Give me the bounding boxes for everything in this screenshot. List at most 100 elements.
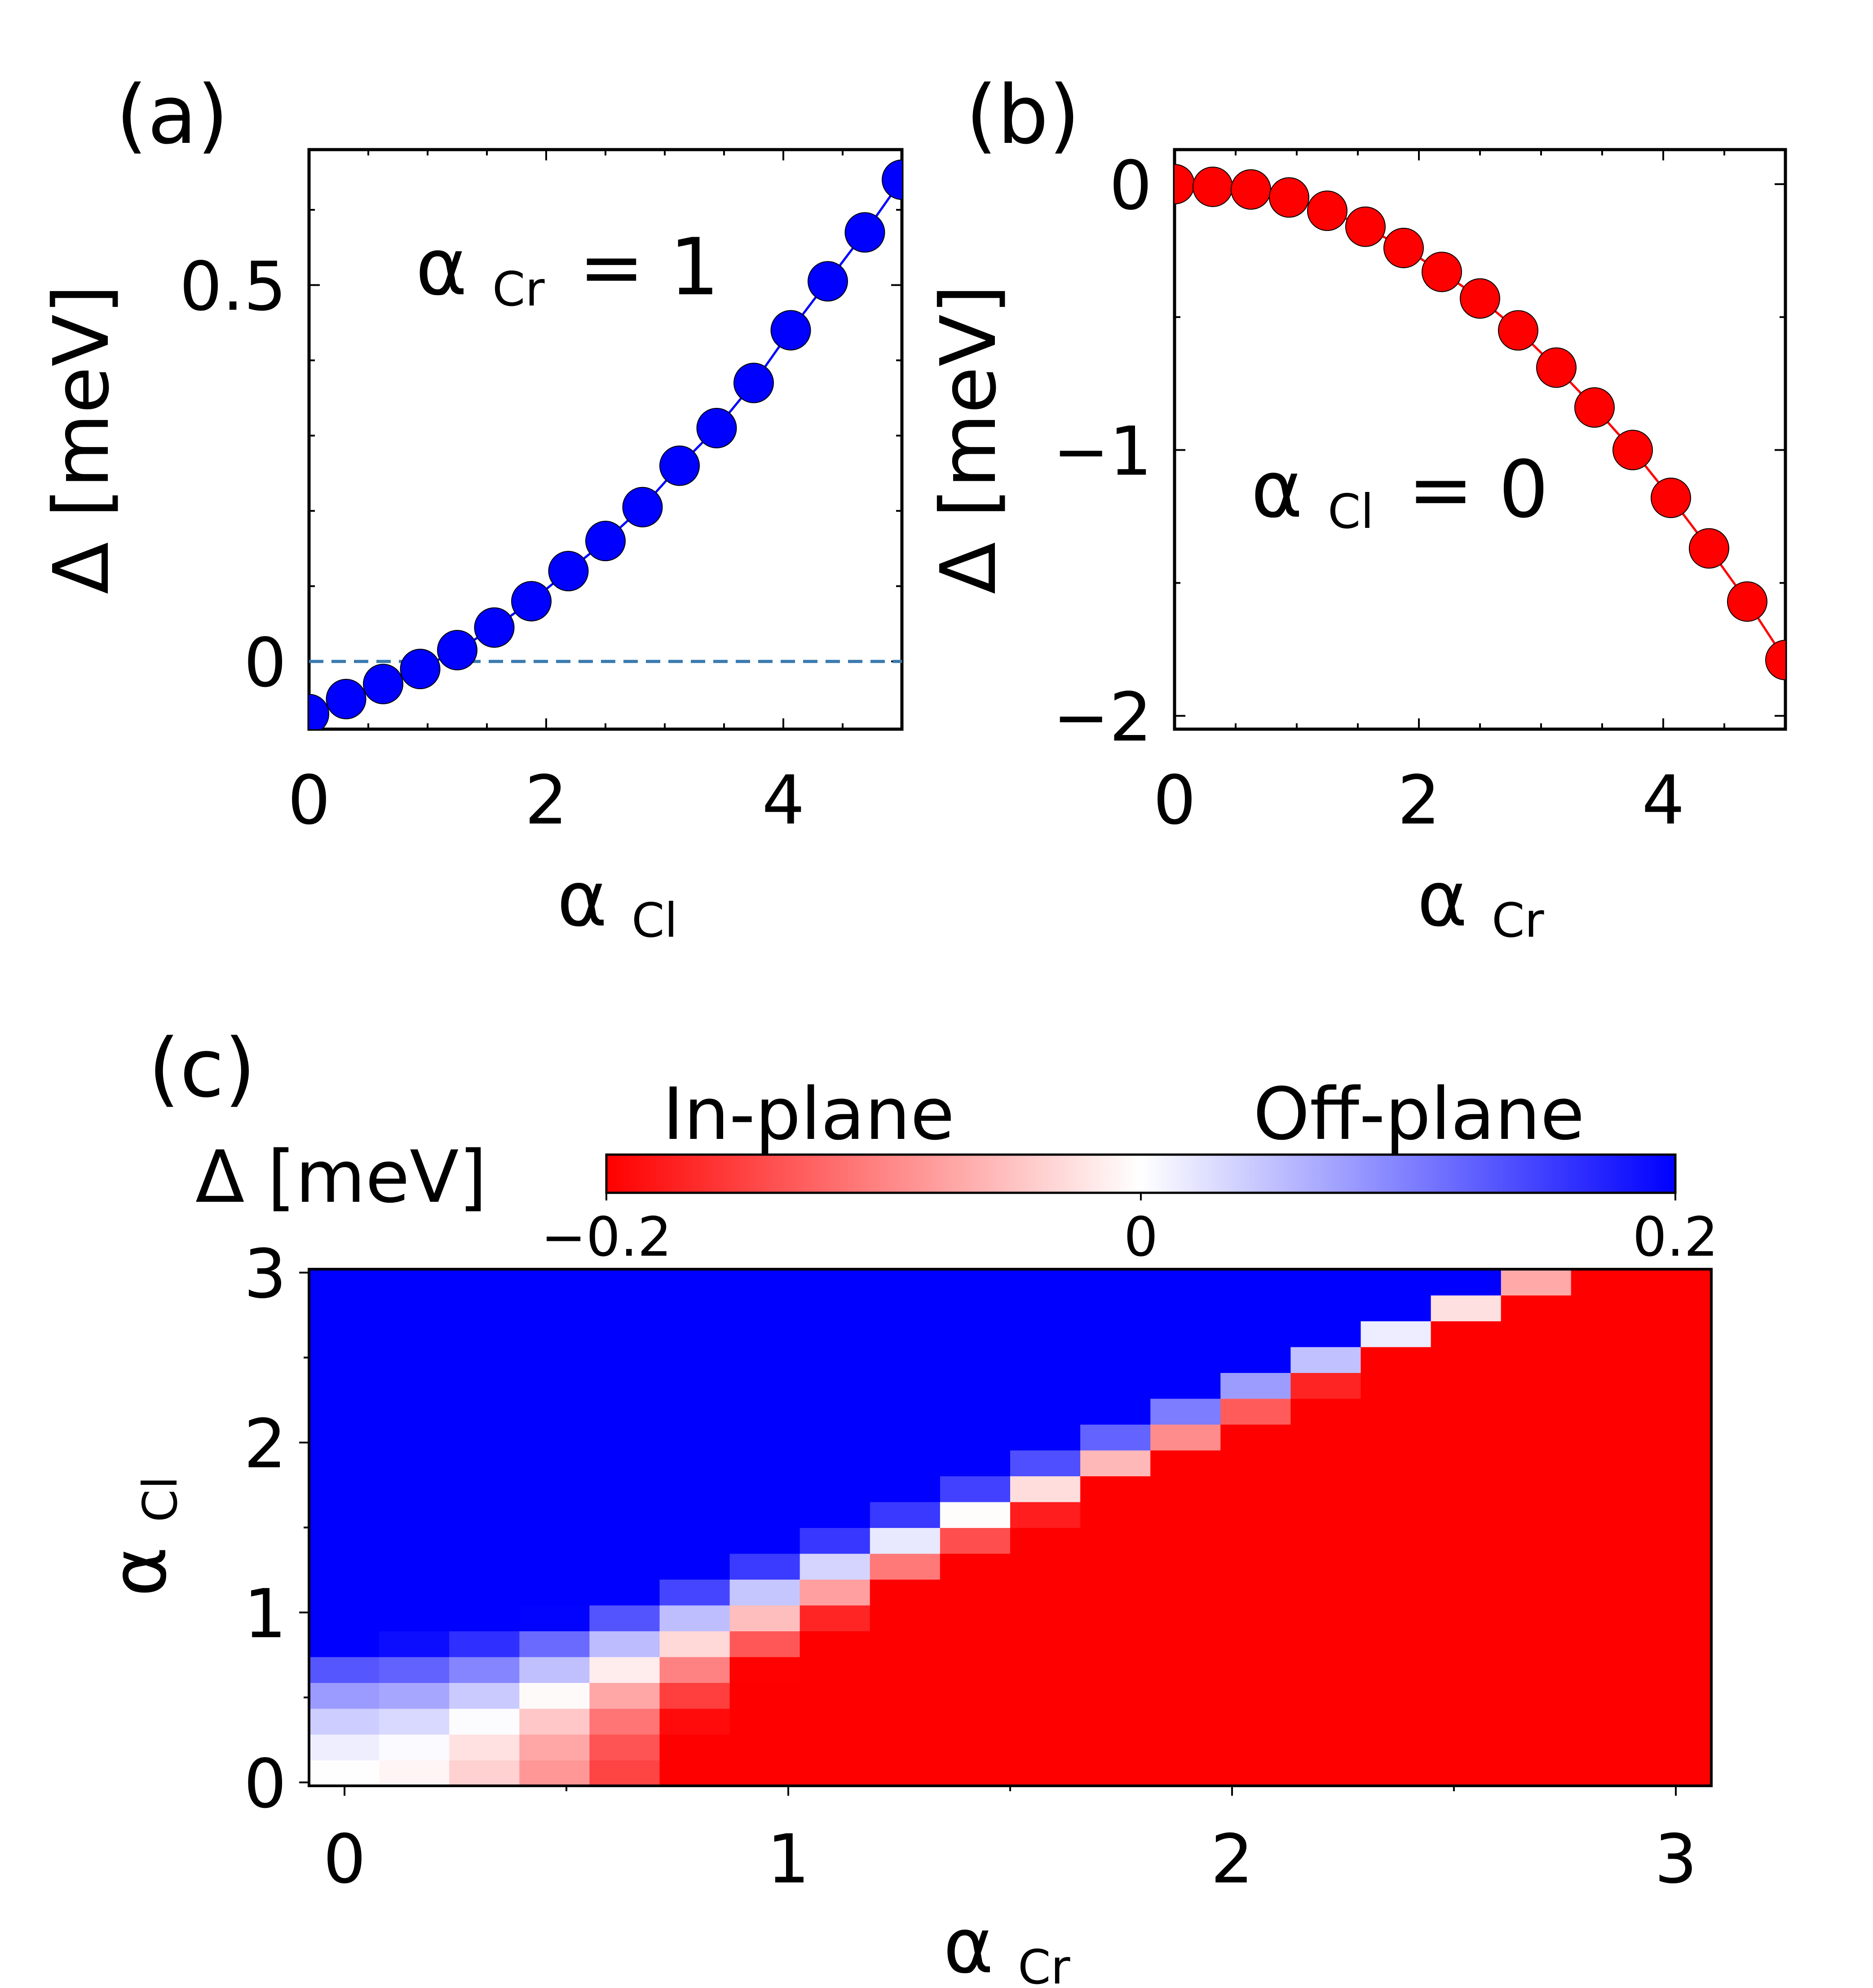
heatmap-cell xyxy=(1571,1579,1642,1606)
heatmap-cell xyxy=(800,1631,870,1657)
heatmap-cell xyxy=(1080,1450,1151,1476)
heatmap-cell xyxy=(449,1528,520,1554)
heatmap-cell xyxy=(1290,1346,1361,1373)
heatmap-cell xyxy=(449,1295,520,1321)
panel-c-ytick-label: 3 xyxy=(244,1235,287,1314)
heatmap-cell xyxy=(449,1476,520,1502)
panel-c-xlabel-symbol: α xyxy=(943,1902,994,1988)
heatmap-cell xyxy=(589,1450,660,1476)
heatmap-cell xyxy=(870,1295,941,1321)
heatmap-cell xyxy=(1010,1321,1081,1347)
heatmap-cell xyxy=(940,1269,1011,1296)
panel-a-ticks: 0 2 4 0 0.5 xyxy=(179,150,903,840)
panel-a: 0 2 4 0 0.5 α Cr = 1 Δ [meV] α Cl xyxy=(37,148,904,948)
heatmap-cell xyxy=(1080,1373,1151,1399)
heatmap-cell xyxy=(1361,1760,1431,1786)
heatmap-cell xyxy=(1501,1656,1572,1683)
heatmap-cell xyxy=(379,1476,450,1502)
heatmap-cell xyxy=(309,1528,380,1554)
heatmap-cell xyxy=(449,1346,520,1373)
heatmap-cell xyxy=(379,1295,450,1321)
heatmap-cell xyxy=(1641,1734,1712,1761)
heatmap-cell xyxy=(1641,1631,1712,1657)
heatmap-cell xyxy=(870,1631,941,1657)
heatmap-cell xyxy=(1571,1346,1642,1373)
panel-c-ylabel-symbol: α xyxy=(95,1546,184,1597)
panel-b-data-point xyxy=(1727,581,1767,622)
panel-b-data-point xyxy=(1574,387,1615,428)
heatmap-cell xyxy=(519,1321,590,1347)
panel-c-ytick-label: 2 xyxy=(244,1405,287,1483)
heatmap-cell xyxy=(1290,1450,1361,1476)
panel-a-xtick-label: 2 xyxy=(525,762,567,840)
heatmap-cell xyxy=(1641,1760,1712,1786)
heatmap-cell xyxy=(1010,1605,1081,1631)
heatmap-cell xyxy=(379,1501,450,1528)
panel-a-data-point xyxy=(622,487,663,527)
heatmap-cell xyxy=(589,1269,660,1296)
heatmap-cell xyxy=(1010,1760,1081,1786)
heatmap-cell xyxy=(1290,1321,1361,1347)
heatmap-cell xyxy=(1080,1760,1151,1786)
panel-b-data-point xyxy=(1536,347,1577,388)
heatmap-cell xyxy=(729,1734,800,1761)
heatmap-cell xyxy=(1431,1682,1502,1709)
heatmap-cell xyxy=(519,1734,590,1761)
heatmap-cell xyxy=(1641,1476,1712,1502)
heatmap-cell xyxy=(1431,1295,1502,1321)
panel-a-ylabel: Δ [meV] xyxy=(37,284,126,594)
heatmap-cell xyxy=(870,1501,941,1528)
heatmap-cell xyxy=(519,1450,590,1476)
heatmap-cell xyxy=(1641,1708,1712,1735)
heatmap-cell xyxy=(659,1631,730,1657)
heatmap-cell xyxy=(1150,1734,1221,1761)
heatmap-cell xyxy=(1431,1398,1502,1425)
heatmap-cell xyxy=(1150,1424,1221,1451)
panel-a-xtick-label: 0 xyxy=(287,762,330,840)
panel-a-points xyxy=(309,159,902,729)
heatmap-cell xyxy=(519,1708,590,1735)
heatmap-cell xyxy=(940,1631,1011,1657)
heatmap-cell xyxy=(589,1682,660,1709)
heatmap-cell xyxy=(1080,1424,1151,1451)
panel-a-data-point xyxy=(474,607,515,648)
heatmap-cell xyxy=(1150,1269,1221,1296)
heatmap-cell xyxy=(1150,1708,1221,1735)
heatmap-cell xyxy=(589,1760,660,1786)
heatmap-cell xyxy=(1290,1734,1361,1761)
heatmap-cell xyxy=(519,1269,590,1296)
heatmap-cell xyxy=(1641,1605,1712,1631)
heatmap-cell xyxy=(379,1450,450,1476)
heatmap-cell xyxy=(1431,1321,1502,1347)
heatmap-cell xyxy=(379,1656,450,1683)
heatmap-cell xyxy=(1501,1708,1572,1735)
heatmap-cell xyxy=(940,1398,1011,1425)
heatmap-cell xyxy=(1361,1631,1431,1657)
heatmap-cell xyxy=(940,1501,1011,1528)
panel-b-xtick-label: 0 xyxy=(1153,762,1196,840)
heatmap-cell xyxy=(1220,1656,1291,1683)
heatmap-cell xyxy=(1150,1682,1221,1709)
colorbar-left-label: In-plane xyxy=(663,1072,954,1156)
heatmap-cell xyxy=(870,1656,941,1683)
panel-b-xlabel: α Cr xyxy=(1417,855,1544,948)
heatmap-cell xyxy=(940,1450,1011,1476)
heatmap-cell xyxy=(1010,1708,1081,1735)
heatmap-cell xyxy=(940,1476,1011,1502)
heatmap-cell xyxy=(1080,1682,1151,1709)
heatmap-cell xyxy=(1641,1424,1712,1451)
heatmap-cell xyxy=(1150,1373,1221,1399)
heatmap-cell xyxy=(1361,1579,1431,1606)
heatmap-cell xyxy=(449,1373,520,1399)
heatmap-cell xyxy=(589,1398,660,1425)
heatmap-cell xyxy=(1150,1295,1221,1321)
panel-a-data-point xyxy=(437,630,477,671)
heatmap-cell xyxy=(1150,1631,1221,1657)
panel-a-xtick-label: 4 xyxy=(762,762,804,840)
heatmap-cell xyxy=(1361,1682,1431,1709)
panel-a-data-point xyxy=(511,581,552,622)
panel-b-data-point xyxy=(1460,278,1500,319)
heatmap-cell xyxy=(309,1760,380,1786)
heatmap-cell xyxy=(1361,1398,1431,1425)
heatmap-cell xyxy=(589,1346,660,1373)
